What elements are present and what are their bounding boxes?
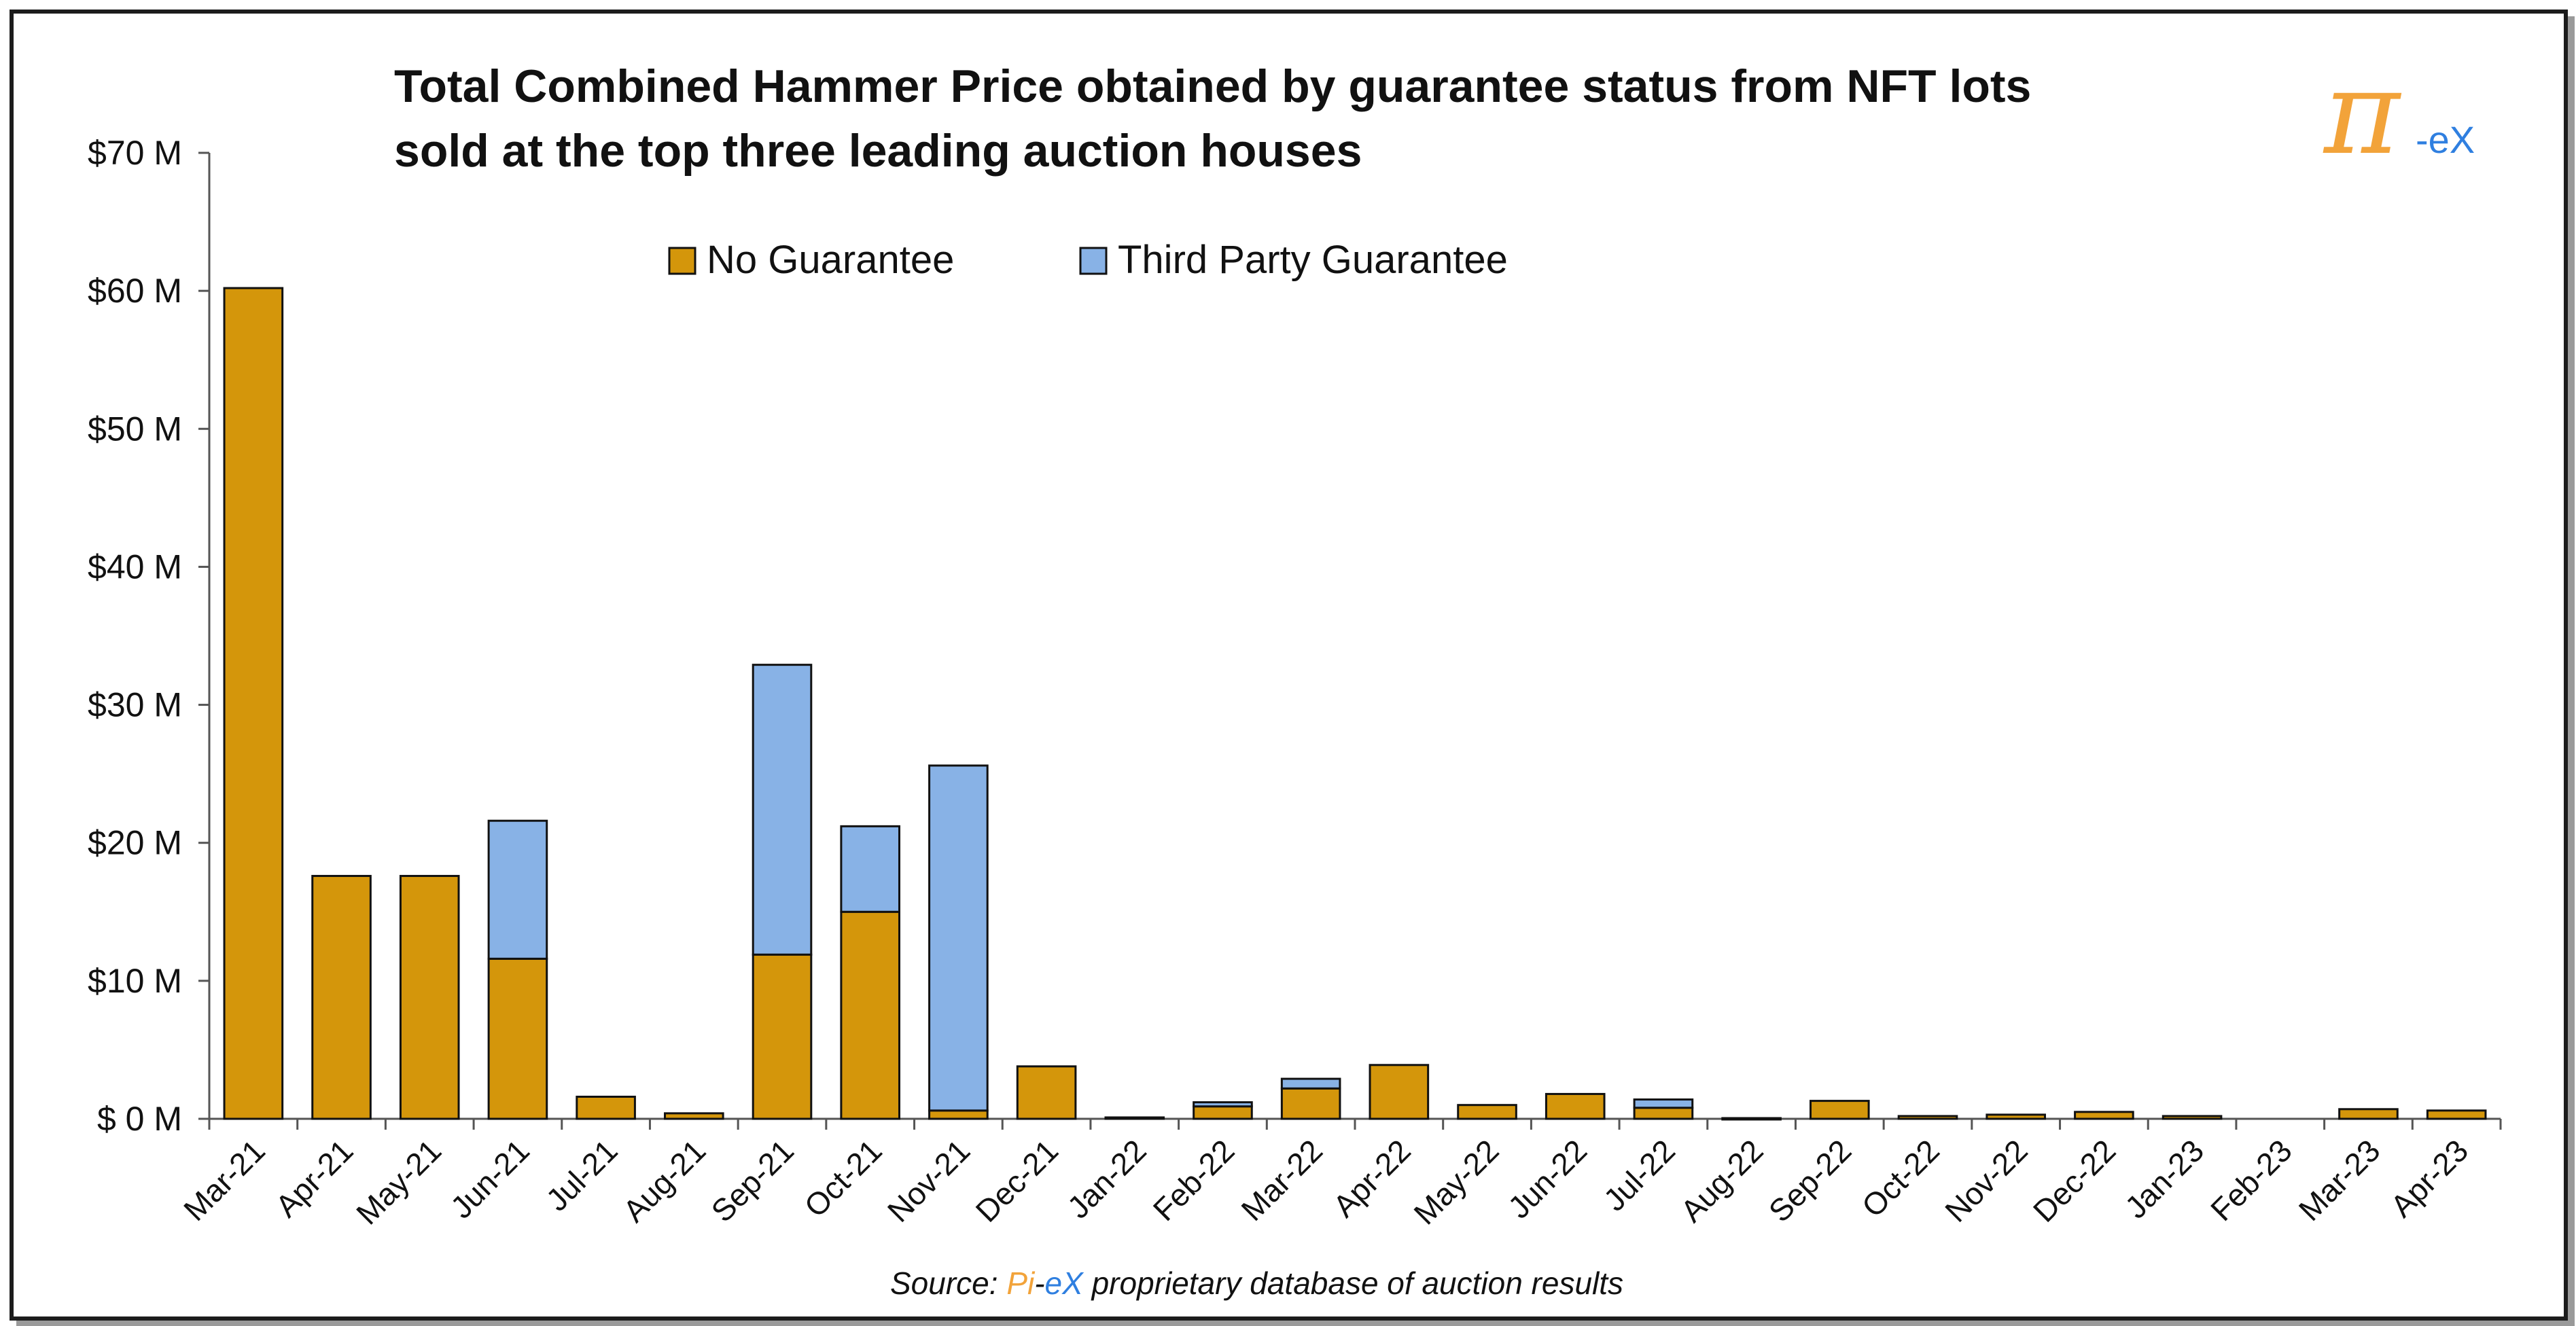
x-tick-label: Jun-21 (444, 1132, 536, 1225)
logo: π -eX (2323, 46, 2475, 181)
source-note: Source: Pi-eX proprietary database of au… (890, 1266, 1623, 1301)
x-tick-label: Dec-21 (969, 1132, 1065, 1229)
bar-third-party (1280, 1077, 1341, 1090)
bar-no-guarantee (311, 874, 372, 1120)
x-tick-label: Jan-22 (1061, 1132, 1153, 1225)
bar-no-guarantee (752, 953, 813, 1120)
x-tick-label: Oct-22 (1855, 1132, 1946, 1223)
bar-no-guarantee (1016, 1065, 1077, 1120)
bar-third-party (1193, 1101, 1253, 1108)
bar-third-party (928, 764, 989, 1112)
legend-swatch-third-party (1079, 247, 1108, 275)
x-tick-label: Mar-22 (1234, 1132, 1329, 1228)
bar-no-guarantee (1280, 1087, 1341, 1120)
x-tick-label: Apr-21 (268, 1132, 359, 1223)
x-tick-label: Aug-22 (1674, 1132, 1770, 1229)
y-tick-label: $70 M (88, 134, 182, 172)
x-tick-label: Sep-22 (1762, 1132, 1858, 1229)
legend-label-no-guarantee: No Guarantee (707, 238, 954, 282)
y-tick-label: $30 M (88, 686, 182, 724)
x-tick-label: Sep-21 (704, 1132, 800, 1229)
bar-no-guarantee (223, 287, 284, 1120)
bar-no-guarantee (2074, 1111, 2134, 1120)
source-brand-ex: eX (1045, 1266, 1085, 1301)
bar-third-party (1633, 1098, 1694, 1109)
bar-no-guarantee (1545, 1092, 1606, 1120)
bar-no-guarantee (1721, 1117, 1782, 1121)
bar-no-guarantee (664, 1112, 724, 1120)
bar-no-guarantee (1457, 1104, 1517, 1120)
x-tick-label: Feb-22 (1146, 1132, 1241, 1228)
x-tick-label: Jan-23 (2118, 1132, 2210, 1225)
bar-no-guarantee (1369, 1064, 1430, 1120)
y-tick-label: $60 M (88, 272, 182, 310)
source-suffix: proprietary database of auction results (1083, 1266, 1623, 1301)
x-tick-label: Mar-21 (177, 1132, 272, 1228)
bar-no-guarantee (1986, 1113, 2046, 1120)
bar-no-guarantee (1897, 1115, 1958, 1120)
legend-swatch-no-guarantee (668, 247, 696, 275)
bar-third-party (840, 825, 900, 913)
bar-third-party (487, 819, 548, 960)
bar-no-guarantee (399, 874, 460, 1120)
y-tick-label: $50 M (88, 410, 182, 448)
x-tick-label: Mar-23 (2292, 1132, 2387, 1228)
y-tick-label: $40 M (88, 548, 182, 586)
bar-no-guarantee (576, 1095, 636, 1120)
chart-title-line2: sold at the top three leading auction ho… (394, 125, 1362, 177)
x-tick-label: Jul-21 (539, 1132, 624, 1217)
y-tick-label: $20 M (88, 824, 182, 862)
bar-no-guarantee (2426, 1109, 2487, 1120)
bar-no-guarantee (1633, 1107, 1694, 1120)
x-tick-label: Jul-22 (1597, 1132, 1682, 1217)
legend-label-third-party: Third Party Guarantee (1118, 238, 1508, 282)
chart-svg: Total Combined Hammer Price obtained by … (88, 46, 2502, 1301)
bars (223, 287, 2487, 1121)
logo-pi-symbol: π (2323, 46, 2402, 181)
source-prefix: Source: (890, 1266, 1006, 1301)
x-tick-label: Jun-22 (1501, 1132, 1593, 1225)
x-tick-label: Nov-22 (1938, 1132, 2034, 1229)
bar-no-guarantee (840, 910, 900, 1120)
bar-third-party (752, 664, 813, 956)
y-tick-label: $ 0 M (97, 1100, 182, 1138)
x-tick-label: Feb-23 (2204, 1132, 2299, 1228)
chart-title-line1: Total Combined Hammer Price obtained by … (394, 60, 2031, 112)
logo-text: -eX (2416, 118, 2475, 161)
bar-no-guarantee (1104, 1116, 1165, 1120)
chart-frame: Total Combined Hammer Price obtained by … (10, 10, 2568, 1321)
x-tick-label: May-22 (1407, 1132, 1505, 1231)
x-tick-label: Apr-22 (1326, 1132, 1417, 1223)
legend: No Guarantee Third Party Guarantee (668, 238, 1508, 282)
bar-no-guarantee (1810, 1100, 1870, 1120)
y-tick-label: $10 M (88, 962, 182, 1000)
x-tick-label: May-21 (349, 1132, 448, 1231)
x-tick-label: Dec-22 (2026, 1132, 2123, 1229)
bar-no-guarantee (2338, 1108, 2399, 1120)
bar-no-guarantee (487, 957, 548, 1120)
bar-no-guarantee (928, 1109, 989, 1120)
x-tick-label: Nov-21 (881, 1132, 977, 1229)
x-tick-label: Aug-21 (616, 1132, 713, 1229)
source-dash: - (1034, 1266, 1044, 1301)
bar-no-guarantee (2162, 1115, 2223, 1120)
source-brand-pi: Pi (1006, 1266, 1036, 1301)
y-axis-labels: $ 0 M $10 M $20 M $30 M $40 M $50 M $60 M $70 M (88, 134, 182, 1138)
x-tick-label: Oct-21 (797, 1132, 888, 1223)
x-tick-label: Apr-23 (2384, 1132, 2475, 1223)
bar-no-guarantee (1193, 1105, 1253, 1120)
